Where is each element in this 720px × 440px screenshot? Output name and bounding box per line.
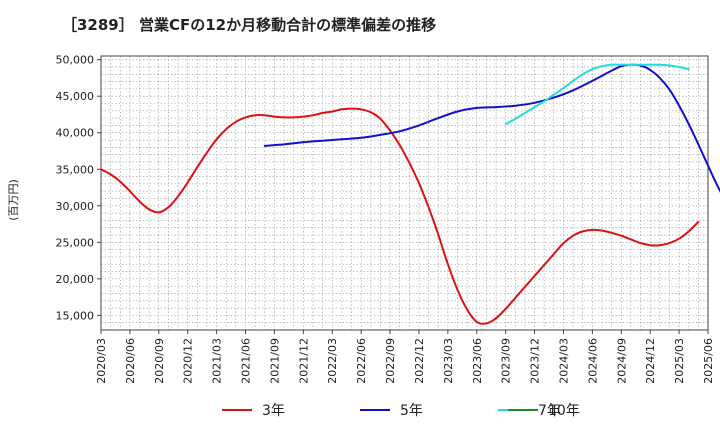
legend-label-3: 10年 xyxy=(548,403,580,419)
legend-label-1: 5年 xyxy=(400,403,423,419)
y-tick-label: 40,000 xyxy=(56,127,95,140)
x-tick-label: 2024/12 xyxy=(644,338,657,384)
chart-title: ［3289］ 営業CFの12か月移動合計の標準偏差の推移 xyxy=(62,16,436,34)
y-tick-labels: 15,000 20,000 25,000 30,000 35,000 40,000 45,0… xyxy=(56,54,101,322)
x-tick-label: 2022/12 xyxy=(413,338,426,384)
grid-layer xyxy=(101,56,708,330)
x-tick-label: 2022/09 xyxy=(384,338,397,384)
x-tick-label: 2022/06 xyxy=(355,338,368,384)
x-tick-label: 2021/06 xyxy=(240,338,253,384)
y-tick-label: 45,000 xyxy=(56,90,95,103)
x-tick-label: 2023/09 xyxy=(500,338,513,384)
x-tick-label: 2020/06 xyxy=(124,338,137,384)
x-tick-label: 2024/06 xyxy=(586,338,599,384)
y-axis-label: (百万円) xyxy=(7,179,20,221)
x-tick-label: 2021/03 xyxy=(211,338,224,384)
series-line-1 xyxy=(263,63,720,193)
y-tick-label: 25,000 xyxy=(56,236,95,249)
x-tick-label: 2023/06 xyxy=(471,338,484,384)
x-tick-label: 2025/06 xyxy=(702,338,715,384)
y-tick-label: 20,000 xyxy=(56,273,95,286)
x-tick-label: 2021/09 xyxy=(268,338,281,384)
x-tick-label: 2023/03 xyxy=(442,338,455,384)
x-tick-label: 2023/12 xyxy=(529,338,542,384)
series-layer xyxy=(100,63,720,325)
x-tick-label: 2022/03 xyxy=(326,338,339,384)
x-tick-label: 2024/03 xyxy=(557,338,570,384)
series-line-0 xyxy=(100,107,700,325)
legend-label-0: 3年 xyxy=(262,403,285,419)
y-tick-label: 50,000 xyxy=(56,54,95,67)
x-tick-label: 2020/09 xyxy=(153,338,166,384)
x-tick-label: 2024/09 xyxy=(615,338,628,384)
plot-frame xyxy=(100,55,709,331)
x-tick-label: 2020/12 xyxy=(182,338,195,384)
x-tick-label: 2025/03 xyxy=(673,338,686,384)
y-tick-label: 35,000 xyxy=(56,163,95,176)
y-tick-label: 15,000 xyxy=(56,309,95,322)
series-line-2 xyxy=(504,63,690,125)
x-tick-label: 2020/03 xyxy=(95,338,108,384)
x-tick-labels: 2020/03 2020/06 2020/09 2020/12 2021/03 2021/… xyxy=(95,330,715,384)
legend-label-2: 7年 xyxy=(538,403,561,419)
x-tick-label: 2021/12 xyxy=(297,338,310,384)
y-tick-label: 30,000 xyxy=(56,200,95,213)
